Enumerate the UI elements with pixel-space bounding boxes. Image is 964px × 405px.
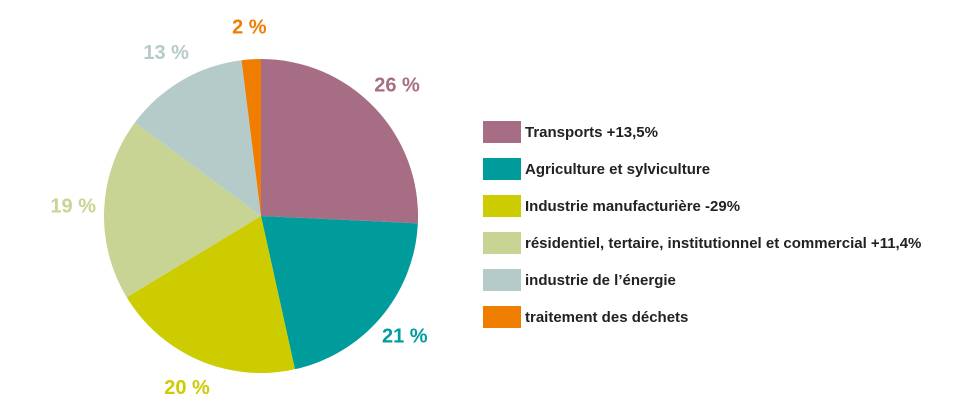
legend-label: Industrie manufacturière -29% [525,198,740,215]
legend-swatch [483,158,521,180]
legend-label: Transports +13,5% [525,124,658,141]
slice-label: 20 % [164,377,210,399]
pie-slice [261,216,418,370]
pie-slice [261,59,418,224]
pie-slice [241,59,261,216]
slice-label: 13 % [143,42,189,64]
slice-label: 2 % [232,17,267,39]
legend-swatch [483,195,521,217]
slice-label: 21 % [382,325,428,347]
legend-label: Agriculture et sylviculture [525,161,710,178]
pie-slice [126,216,295,374]
pie-slice [104,122,261,298]
legend-label: industrie de l’énergie [525,272,676,289]
slice-label: 26 % [374,74,420,96]
legend-swatch [483,121,521,143]
pie-slice [134,60,261,217]
slice-label: 19 % [50,196,96,218]
legend-swatch [483,269,521,291]
legend-swatch [483,306,521,328]
legend-label: résidentiel, tertaire, institutionnel et… [525,235,921,252]
legend-label: traitement des déchets [525,309,688,326]
legend-swatch [483,232,521,254]
